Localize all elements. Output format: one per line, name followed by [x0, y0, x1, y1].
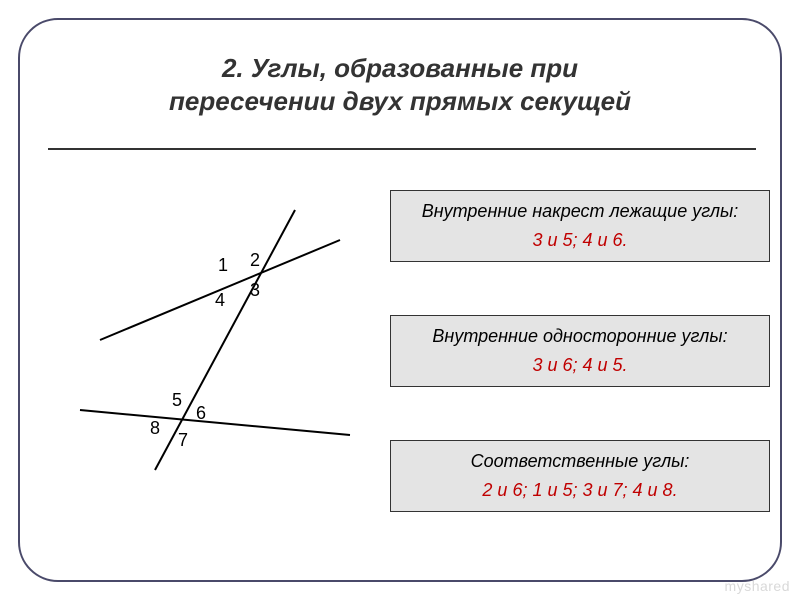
info-box-1: Внутренние накрест лежащие углы: 3 и 5; 4…	[390, 190, 770, 262]
info-box-content: 3 и 5; 4 и 6.	[399, 230, 761, 251]
angle-label-5: 5	[172, 390, 182, 411]
watermark-text: myshared	[725, 578, 790, 594]
angle-label-4: 4	[215, 290, 225, 311]
title-underline	[48, 148, 756, 150]
info-box-title: Внутренние накрест лежащие углы:	[399, 201, 761, 222]
title-line-2: пересечении двух прямых секущей	[169, 86, 631, 116]
info-box-content: 2 и 6; 1 и 5; 3 и 7; 4 и 8.	[399, 480, 761, 501]
watermark: myshared	[725, 578, 790, 594]
info-box-2: Внутренние односторонние углы: 3 и 6; 4 и…	[390, 315, 770, 387]
angle-label-8: 8	[150, 418, 160, 439]
info-box-content: 3 и 6; 4 и 5.	[399, 355, 761, 376]
diagram-svg	[50, 180, 360, 490]
angles-diagram: 1 2 3 4 5678	[50, 180, 360, 490]
title-line-1: 2. Углы, образованные при	[222, 53, 578, 83]
angle-label-1: 1	[218, 255, 228, 276]
angle-label-3: 3	[250, 280, 260, 301]
info-box-title: Соответственные углы:	[399, 451, 761, 472]
info-box-3: Соответственные углы: 2 и 6; 1 и 5; 3 и 7…	[390, 440, 770, 512]
angle-label-7: 7	[178, 430, 188, 451]
angle-label-2: 2	[250, 250, 260, 271]
slide-title: 2. Углы, образованные при пересечении дв…	[20, 52, 780, 117]
info-box-title: Внутренние односторонние углы:	[399, 326, 761, 347]
slide-frame: 2. Углы, образованные при пересечении дв…	[18, 18, 782, 582]
angle-label-6: 6	[196, 403, 206, 424]
